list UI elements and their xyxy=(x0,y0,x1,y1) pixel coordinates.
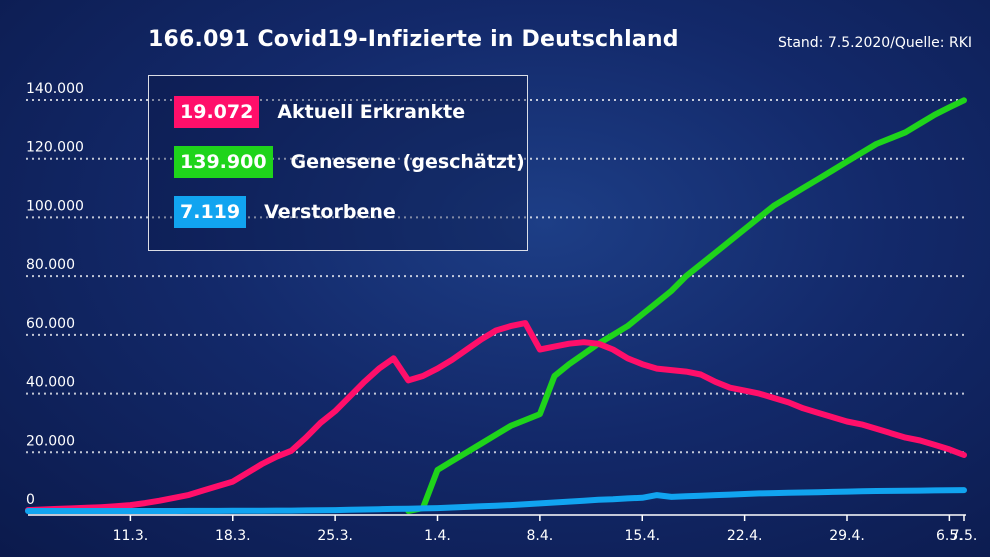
legend-value-deaths: 7.119 xyxy=(174,196,247,228)
x-tick-label: 8.4. xyxy=(527,528,554,544)
chart-title: 166.091 Covid19-Infizierte in Deutschlan… xyxy=(148,27,679,52)
series-lines xyxy=(25,97,967,514)
y-tick-label: 140.000 xyxy=(26,81,84,97)
legend-item-deaths: 7.119 Verstorbene xyxy=(174,196,396,228)
legend-value-active: 19.072 xyxy=(174,96,260,128)
series-line-active xyxy=(25,320,967,514)
legend-value-recovered: 139.900 xyxy=(174,146,273,178)
series-line-recovered xyxy=(405,97,967,514)
x-tick-label: 29.4. xyxy=(829,528,865,544)
legend-label-active: Aktuell Erkrankte xyxy=(277,101,466,123)
x-axis-tick-labels: 11.3. 18.3. 25.3. 1.4. 8.4. 15.4. 22.4. 29.4. 6.… xyxy=(113,515,978,544)
series-line-deaths xyxy=(25,487,967,514)
y-tick-label: 20.000 xyxy=(26,433,75,449)
x-tick-label: 6.5. xyxy=(936,528,963,544)
x-tick-label: 22.4. xyxy=(727,528,763,544)
y-tick-label: 100.000 xyxy=(26,198,84,214)
legend-item-recovered: 139.900 Genesene (geschätzt) xyxy=(174,146,525,178)
y-tick-label: 120.000 xyxy=(26,140,84,156)
y-tick-label: 40.000 xyxy=(26,375,75,391)
y-tick-label: 60.000 xyxy=(26,316,75,332)
y-tick-label: 0 xyxy=(26,492,35,508)
x-tick-label: 15.4. xyxy=(624,528,660,544)
source-note: Stand: 7.5.2020/Quelle: RKI xyxy=(777,35,972,51)
x-tick-label: 1.4. xyxy=(424,528,451,544)
y-axis-tick-labels: 0 20.000 40.000 60.000 80.000 100.000 120.000 1… xyxy=(26,81,84,508)
y-tick-label: 80.000 xyxy=(26,257,75,273)
x-tick-label: 25.3. xyxy=(317,528,353,544)
x-tick-label: 11.3. xyxy=(113,528,149,544)
legend-label-recovered: Genesene (geschätzt) xyxy=(290,151,525,173)
x-tick-label: 7.5. xyxy=(951,528,978,544)
legend-box: 19.072 Aktuell Erkrankte 139.900 Genesen… xyxy=(148,75,528,251)
x-tick-label: 18.3. xyxy=(215,528,251,544)
legend-item-active: 19.072 Aktuell Erkrankte xyxy=(174,96,465,128)
legend-label-deaths: Verstorbene xyxy=(264,201,396,223)
